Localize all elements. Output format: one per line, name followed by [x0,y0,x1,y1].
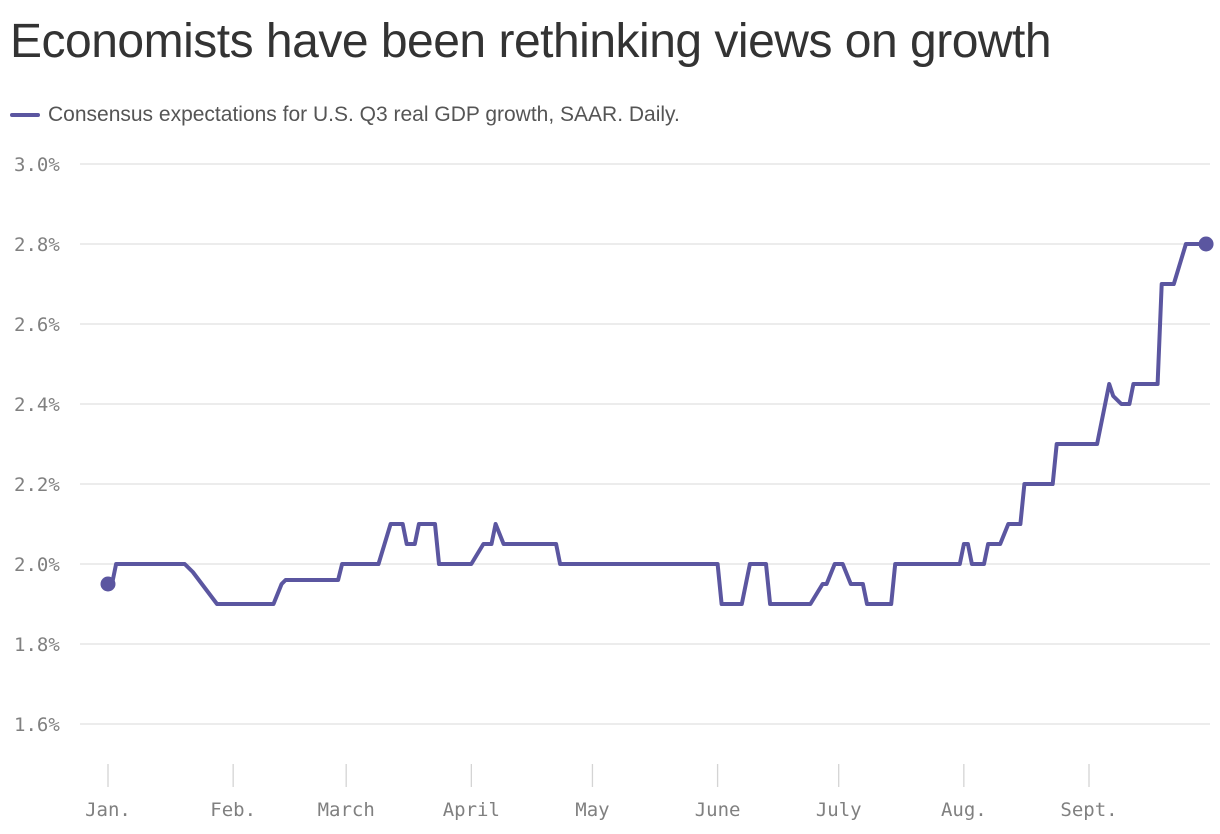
y-tick-label: 2.2% [14,474,60,496]
x-tick-labels: Jan. Feb. March April May June July Aug. Sept. [85,799,1117,821]
y-tick-label: 1.6% [14,714,60,736]
x-ticks [107,764,1090,787]
legend-swatch [10,113,40,117]
y-gridlines [80,163,1210,725]
y-tick-label: 1.8% [14,634,60,656]
series-line [106,242,1209,606]
y-tick-label: 2.4% [14,394,60,416]
x-tick-label: Sept. [1060,799,1117,821]
x-tick-label: Feb. [210,799,256,821]
start-point-marker [100,576,116,592]
x-tick-label: April [443,799,500,821]
y-tick-label: 2.0% [14,554,60,576]
x-tick-label: June [695,799,741,821]
x-tick-label: May [575,799,609,821]
x-tick-label: March [318,799,375,821]
y-tick-label: 2.8% [14,234,60,256]
x-tick-label: Aug. [941,799,987,821]
y-tick-label: 2.6% [14,314,60,336]
chart-title: Economists have been rethinking views on… [10,15,1052,68]
x-tick-label: July [816,799,862,821]
series-layer [100,236,1214,606]
y-tick-labels: 1.6% 1.8% 2.0% 2.2% 2.4% 2.6% 2.8% 3.0% [14,154,60,736]
legend-label: Consensus expectations for U.S. Q3 real … [48,103,680,126]
end-point-marker [1198,236,1214,252]
legend: Consensus expectations for U.S. Q3 real … [10,103,680,127]
x-tick-label: Jan. [85,799,131,821]
y-tick-label: 3.0% [14,154,60,176]
